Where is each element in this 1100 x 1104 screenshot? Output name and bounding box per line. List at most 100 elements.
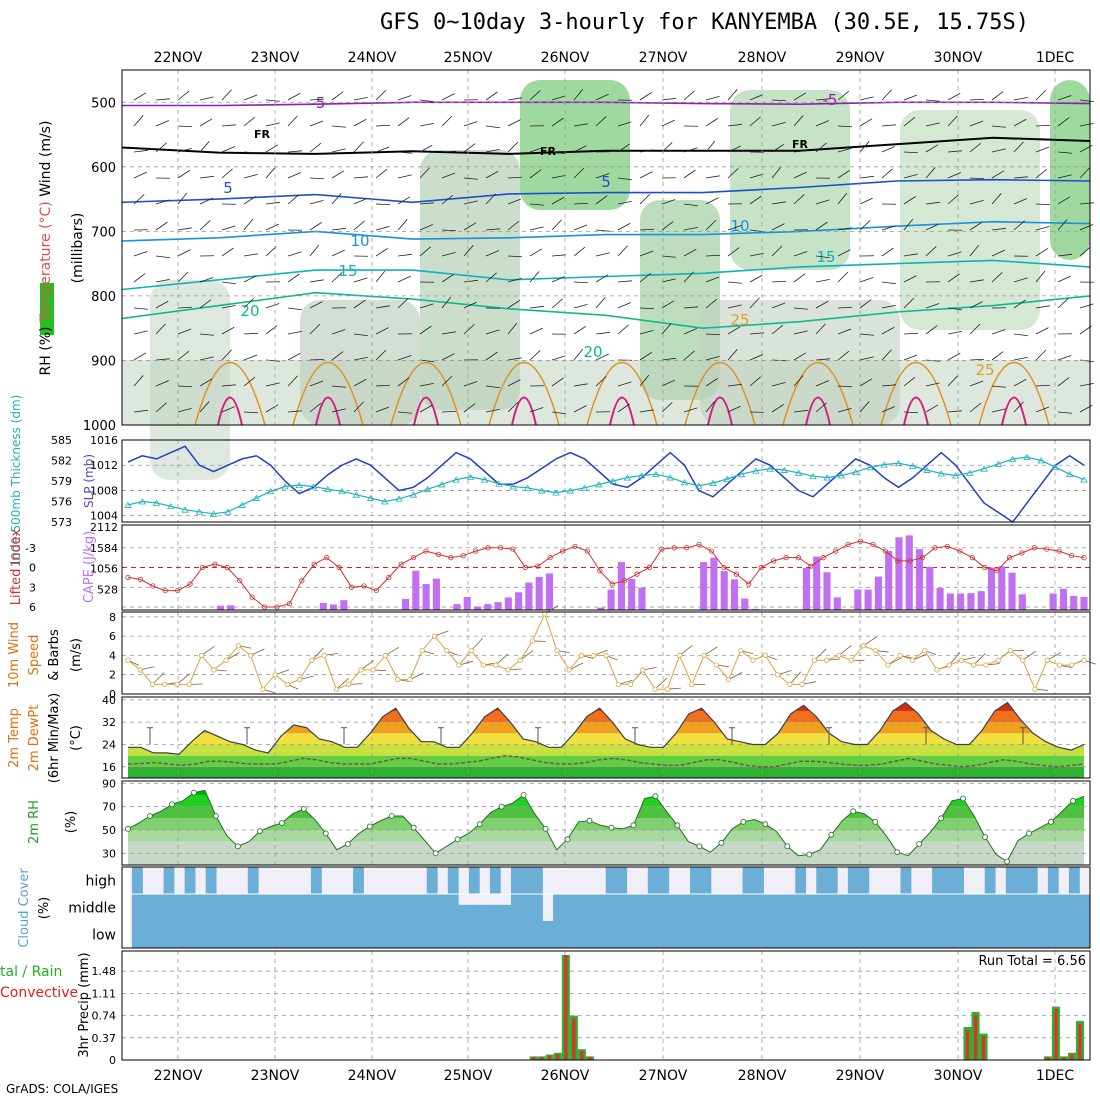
- cloud-cell-middle: [627, 894, 638, 921]
- cloud-cell-middle: [206, 894, 217, 921]
- wind-marker: [175, 682, 179, 686]
- temp-ylabel: 2m DewPt: [27, 705, 42, 772]
- axis-label-part: RH (%): [38, 327, 54, 376]
- cloud-cell-middle: [711, 894, 722, 921]
- cloud-cell-low: [700, 921, 711, 948]
- cloud-cell-high: [753, 867, 764, 894]
- rh-marker: [543, 826, 548, 831]
- cloud-cell-low: [543, 921, 554, 948]
- rh-marker: [213, 814, 218, 819]
- thickness-marker: [1081, 477, 1087, 482]
- wind-marker: [702, 653, 706, 657]
- cloud-cell-middle: [195, 894, 206, 921]
- wind-marker: [408, 677, 412, 681]
- cloud-cell-high: [427, 867, 438, 894]
- cloud-cell-low: [469, 921, 480, 948]
- cloud-cell-middle: [585, 894, 596, 921]
- wind-marker: [739, 648, 743, 652]
- axis-label-part: (%): [37, 897, 52, 920]
- cloud-cell-low: [406, 921, 417, 948]
- cloud-cell-low: [858, 921, 869, 948]
- cloud-cell-low: [353, 921, 364, 948]
- cloud-cell-low: [553, 921, 564, 948]
- cloud-cell-middle: [743, 894, 754, 921]
- cloud-cell-middle: [879, 894, 890, 921]
- cloud-cell-middle: [869, 894, 880, 921]
- wind-marker: [1045, 658, 1049, 662]
- rh-marker: [917, 842, 922, 847]
- cloud-cell-high: [606, 867, 617, 894]
- x-top-tick-label: 29NOV: [836, 50, 885, 66]
- rh-marker: [565, 837, 570, 842]
- cloud-cell-middle: [448, 894, 459, 921]
- pressure-ylabel: (millibars): [70, 213, 86, 284]
- precip-convective-bar: [1054, 1009, 1057, 1060]
- cloud-cell-middle: [437, 894, 448, 921]
- cloud-cell-middle: [574, 894, 585, 921]
- wind-marker: [432, 634, 436, 638]
- x-bottom-tick-label: 28NOV: [738, 1068, 787, 1084]
- cape-bar: [710, 558, 717, 610]
- cloud-cell-low: [427, 921, 438, 948]
- cloud-cell-low: [206, 921, 217, 948]
- precip-legend-total: tal / Rain: [0, 964, 62, 980]
- wind-marker: [849, 658, 853, 662]
- contour-label: 25: [730, 311, 749, 329]
- cloud-cell-low: [321, 921, 332, 948]
- cloud-cell-middle: [616, 894, 627, 921]
- cloud-cell-middle: [964, 894, 975, 921]
- contour-label: 5: [223, 179, 233, 197]
- rh-marker: [1049, 819, 1054, 824]
- cape-bar: [330, 604, 337, 610]
- cloud-cell-high: [690, 867, 701, 894]
- cloud-cell-middle: [311, 894, 322, 921]
- x-top-tick-label: 25NOV: [444, 50, 493, 66]
- cloud-row-label: low: [92, 928, 116, 944]
- wind-marker: [261, 687, 265, 691]
- cloud-cell-low: [143, 921, 154, 948]
- cloud-cell-low: [1006, 921, 1017, 948]
- rh-marker: [983, 835, 988, 840]
- rh-marker: [411, 825, 416, 830]
- rh-marker: [829, 832, 834, 837]
- wind-marker: [812, 658, 816, 662]
- cloud-cell-high: [522, 867, 533, 894]
- cloud-cell-middle: [953, 894, 964, 921]
- cloud-cell-high: [490, 867, 501, 894]
- wind-marker: [310, 658, 314, 662]
- cloud-cell-middle: [132, 894, 143, 921]
- cloud-cell-middle: [774, 894, 785, 921]
- wind-marker: [898, 653, 902, 657]
- cloud-cell-middle: [500, 905, 511, 921]
- cloud-cell-middle: [753, 894, 764, 921]
- cloud-cell-low: [1079, 921, 1090, 948]
- rh-marker: [785, 844, 790, 849]
- rh-marker: [147, 814, 152, 819]
- cloud-cell-middle: [279, 894, 290, 921]
- cloud-cell-low: [827, 921, 838, 948]
- cloud-cell-middle: [237, 894, 248, 921]
- cloud-cell-middle: [427, 894, 438, 921]
- cloud-cell-low: [374, 921, 385, 948]
- cloud-cell-low: [1058, 921, 1069, 948]
- x-bottom-tick-label: 23NOV: [251, 1068, 300, 1084]
- wind-marker: [800, 682, 804, 686]
- temp-ylabel: (6hr Min/Max): [47, 693, 62, 783]
- cloud-cell-middle: [300, 894, 311, 921]
- cloud-cell-high: [469, 867, 480, 894]
- precip-convective-bar: [1078, 1024, 1081, 1060]
- wind-marker: [138, 668, 142, 672]
- cloud-cell-low: [785, 921, 796, 948]
- rh-marker: [477, 822, 482, 827]
- cloud-cell-middle: [164, 894, 175, 921]
- cloud-cell-middle: [637, 894, 648, 921]
- cape-bar: [433, 579, 440, 610]
- wind-marker: [1082, 658, 1086, 662]
- cloud-cell-low: [869, 921, 880, 948]
- wind-marker: [751, 658, 755, 662]
- cape-bar: [484, 604, 491, 610]
